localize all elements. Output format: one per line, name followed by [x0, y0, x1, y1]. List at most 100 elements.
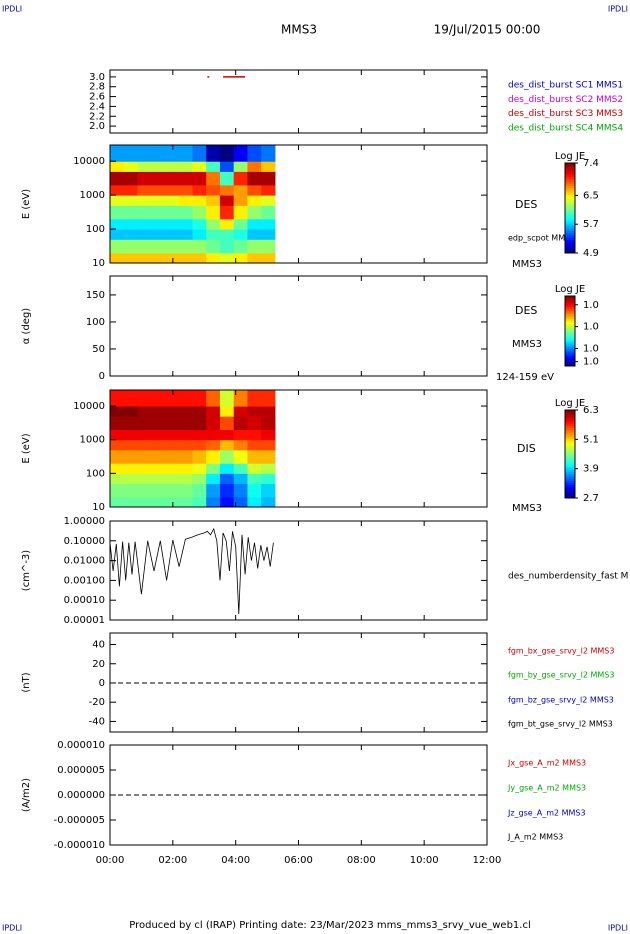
annotation: 124-159 eV — [496, 372, 554, 383]
spectrogram-cell — [123, 429, 138, 441]
spectrogram-cell — [247, 184, 262, 196]
spectrogram-cell — [110, 171, 125, 186]
colorbar-swatch — [565, 230, 575, 234]
spectrogram-cell — [219, 184, 235, 196]
colorbar-swatch — [565, 331, 575, 334]
spectrogram-cell — [233, 449, 248, 464]
colorbar-swatch — [565, 176, 575, 180]
colorbar-swatch — [565, 473, 575, 477]
spectrogram-cell — [164, 406, 180, 417]
colorbar-swatch — [565, 456, 575, 459]
spectrogram-cell — [233, 439, 248, 451]
colorbar-swatch — [565, 469, 575, 473]
panel-frame — [109, 520, 488, 621]
spectrogram-cell — [206, 463, 221, 474]
colorbar-tick-label: 1.0 — [583, 357, 599, 368]
spectrogram-cell — [137, 416, 152, 431]
colorbar-swatch — [565, 219, 575, 222]
colorbar-swatch — [565, 210, 575, 213]
spectrogram-cell — [123, 463, 138, 474]
spectrogram-cell — [164, 473, 180, 484]
colorbar-swatch — [565, 313, 575, 316]
spectrogram-cell — [261, 229, 276, 240]
spectrogram-cell — [151, 161, 166, 172]
colorbar-swatch — [565, 359, 575, 362]
spectrogram-cell — [151, 406, 166, 417]
colorbar-tick-label: 1.0 — [583, 300, 599, 311]
colorbar-swatch — [565, 208, 575, 211]
spectrogram-cell — [233, 429, 248, 441]
spectrogram-cell — [261, 171, 276, 186]
footer: Produced by cl (IRAP) Printing date: 23/… — [129, 920, 530, 931]
spectrogram-cell — [247, 171, 262, 186]
spectrogram-cell — [137, 449, 152, 464]
y-tick-label: 0.000000 — [57, 790, 105, 801]
annotation: Jy_gse_A_m2 MMS3 — [507, 784, 586, 793]
colorbar-tick-label: 5.1 — [583, 434, 599, 445]
colorbar-swatch — [565, 445, 575, 448]
y-tick-label: 100 — [86, 317, 105, 328]
spectrogram-cell — [164, 483, 180, 498]
spectrogram-cell — [164, 145, 180, 162]
colorbar-swatch — [565, 480, 575, 484]
spectrogram-cell — [247, 218, 262, 230]
spectrogram-cell — [192, 496, 207, 507]
spectrogram-cell — [219, 252, 235, 263]
colorbar-swatch — [565, 320, 575, 323]
y-axis-label: E (eV) — [21, 189, 32, 219]
colorbar-title: Log JE — [555, 398, 585, 409]
spectrogram-cell — [110, 473, 125, 484]
spectrogram-cell — [137, 429, 152, 441]
spectrogram-cell — [164, 449, 180, 464]
y-tick-label: 150 — [86, 290, 105, 301]
spectrogram-cell — [219, 205, 235, 220]
spectrogram-cell — [123, 416, 138, 431]
spectrogram-cell — [261, 406, 276, 417]
colorbar-swatch — [565, 311, 575, 314]
spectrogram-cell — [123, 483, 138, 498]
colorbar-swatch — [565, 336, 575, 339]
colorbar-swatch — [565, 297, 575, 300]
spectrogram-cell — [178, 496, 193, 507]
spectrogram-cell — [192, 449, 207, 464]
colorbar-swatch — [565, 493, 575, 497]
legend-entry: des_dist_burst SC2 MMS2 — [508, 95, 623, 105]
spectrogram-cell — [123, 439, 138, 451]
spectrogram-cell — [233, 171, 248, 186]
spectrogram-cell — [137, 483, 152, 498]
spectrogram-cell — [137, 218, 152, 230]
spectrogram-cell — [233, 390, 248, 407]
spectrogram-cell — [110, 205, 125, 220]
spectrogram-cell — [164, 390, 180, 407]
spectrogram-cell — [123, 449, 138, 464]
colorbar-swatch — [565, 315, 575, 318]
spectrogram-cell — [233, 416, 248, 431]
spectrogram-cell — [261, 161, 276, 172]
spectrogram-cell — [219, 218, 235, 230]
y-axis-label: (cm^-3) — [21, 550, 32, 591]
colorbar-tick-label: 7.4 — [583, 158, 599, 169]
spectrogram-cell — [206, 229, 221, 240]
annotation: MMS3 — [512, 259, 542, 270]
spectrogram-cell — [247, 205, 262, 220]
legend-entry: des_dist_burst SC1 MMS1 — [508, 81, 623, 91]
spectrogram-cell — [261, 205, 276, 220]
colorbar-tick-label: 6.3 — [583, 405, 599, 416]
annotation: DES — [515, 304, 537, 317]
colorbar-swatch — [565, 416, 575, 420]
spectrogram-cell — [164, 439, 180, 451]
y-tick-label: 0 — [99, 371, 105, 382]
spectrogram-cell — [206, 184, 221, 196]
spectrogram-cell — [233, 473, 248, 484]
spectrogram-cell — [151, 473, 166, 484]
spectrogram-cell — [233, 161, 248, 172]
spectrogram-cell — [178, 473, 193, 484]
spectrogram-cell — [247, 496, 262, 507]
y-axis-label: E (eV) — [21, 433, 32, 463]
colorbar-swatch — [565, 329, 575, 332]
colorbar-swatch — [565, 201, 575, 204]
spectrogram-cell — [137, 229, 152, 240]
y-tick-label: 100 — [86, 224, 105, 235]
panel: 10 100 1000 10000 E (eV) DIS MMS3 Log JE6.3 5.1 3… — [21, 389, 599, 514]
spectrogram-cell — [219, 463, 235, 474]
